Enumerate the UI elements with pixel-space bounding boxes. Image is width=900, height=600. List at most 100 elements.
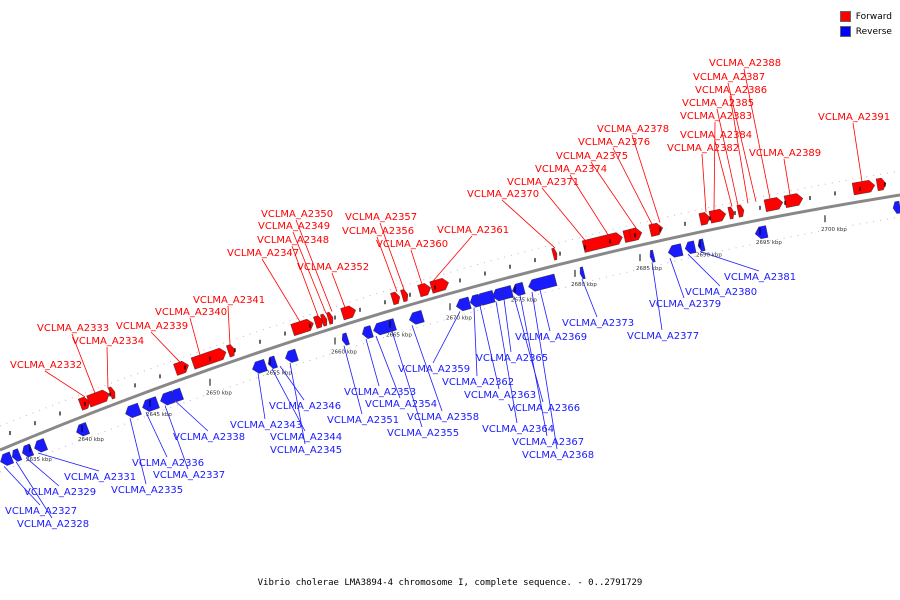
gene-features: [0, 177, 900, 466]
reverse-leader-line: [479, 305, 500, 390]
scale-tick-label: 2685 kbp: [636, 266, 662, 272]
reverse-gene-arrow: [667, 243, 684, 258]
forward-gene-arrow: [400, 289, 409, 303]
forward-gene-label: VCLMA_A2378: [597, 124, 669, 135]
reverse-gene-arrow: [456, 296, 472, 312]
reverse-gene-label: VCLMA_A2363: [464, 390, 536, 401]
scale-tick-label: 2640 kbp: [78, 437, 104, 443]
reverse-gene-arrow: [754, 225, 769, 240]
forward-gene-label: VCLMA_A2332: [10, 360, 82, 371]
reverse-gene-label: VCLMA_A2355: [387, 428, 459, 439]
forward-gene-label: VCLMA_A2347: [227, 248, 299, 259]
reverse-gene-arrow: [285, 348, 299, 363]
forward-leader-line: [295, 219, 333, 312]
forward-track-guide: [0, 170, 900, 427]
reverse-leader-line: [651, 262, 663, 331]
forward-gene-label: VCLMA_A2360: [376, 239, 448, 250]
reverse-gene-label: VCLMA_A2377: [627, 331, 699, 342]
forward-gene-label: VCLMA_A2383: [680, 111, 752, 122]
reverse-gene-arrow: [341, 332, 350, 346]
reverse-leader-line: [495, 301, 518, 424]
scale-tick-label: 2665 kbp: [386, 333, 412, 339]
reverse-gene-arrow: [76, 422, 90, 437]
forward-gene-arrow: [628, 227, 643, 242]
forward-gene-label: VCLMA_A2375: [556, 151, 628, 162]
reverse-gene-label: VCLMA_A2345: [270, 445, 342, 456]
forward-gene-label: VCLMA_A2339: [116, 321, 188, 332]
forward-leader-line: [612, 147, 653, 225]
forward-gene-arrow: [551, 247, 558, 261]
forward-leader-line: [701, 153, 707, 213]
reverse-gene-arrow: [170, 387, 184, 402]
forward-leader-line: [291, 245, 319, 317]
reverse-leader-line: [519, 294, 548, 437]
forward-gene-label: VCLMA_A2357: [345, 212, 417, 223]
reverse-leader-line: [164, 405, 189, 470]
reverse-leader-line: [581, 278, 598, 318]
reverse-gene-arrow: [528, 273, 558, 292]
forward-gene-arrow: [340, 305, 356, 321]
reverse-gene-label: VCLMA_A2336: [132, 458, 204, 469]
reverse-leader-line: [129, 418, 147, 485]
reverse-leader-line: [391, 330, 423, 428]
forward-gene-arrow: [290, 318, 314, 337]
legend: Forward Reverse: [839, 9, 892, 39]
reverse-gene-label: VCLMA_A2354: [365, 399, 437, 410]
forward-gene-label: VCLMA_A2391: [818, 112, 890, 123]
chromosome-backbone: [0, 193, 900, 452]
forward-leader-line: [743, 68, 771, 199]
reverse-leader-line: [669, 258, 685, 299]
forward-gene-arrow: [77, 396, 90, 411]
reverse-gene-arrow: [142, 396, 160, 412]
forward-gene-arrow: [190, 347, 227, 370]
reverse-gene-arrow: [476, 290, 496, 306]
forward-gene-arrow: [417, 283, 432, 298]
legend-item-reverse: Reverse: [839, 24, 892, 39]
reverse-leader-line: [539, 289, 551, 332]
forward-leader-line: [432, 235, 473, 282]
forward-leader-line: [852, 122, 863, 182]
forward-gene-label: VCLMA_A2356: [342, 226, 414, 237]
reverse-leader-line: [279, 365, 305, 401]
scale-tick-label: 2635 kbp: [26, 457, 52, 463]
reverse-gene-arrow: [579, 266, 586, 280]
forward-gene-label: VCLMA_A2371: [507, 177, 579, 188]
forward-gene-arrow: [390, 291, 401, 306]
reverse-leader-line: [257, 373, 266, 420]
reverse-gene-arrow: [388, 318, 397, 332]
reverse-leader-line: [473, 307, 478, 377]
reverse-gene-label: VCLMA_A2358: [407, 412, 479, 423]
reverse-gene-arrow: [267, 355, 278, 369]
map-caption: Vibrio cholerae LMA3894-4 chromosome I, …: [257, 578, 643, 588]
reverse-leader-line: [271, 368, 306, 432]
scale-tick-label: 2670 kbp: [446, 315, 472, 321]
forward-gene-label: VCLMA_A2333: [37, 323, 109, 334]
forward-gene-label: VCLMA_A2382: [667, 143, 739, 154]
reverse-gene-label: VCLMA_A2369: [515, 332, 587, 343]
forward-gene-arrow: [708, 208, 727, 224]
reverse-gene-label: VCLMA_A2365: [476, 353, 548, 364]
forward-leader-line: [714, 140, 733, 207]
reverse-gene-label: VCLMA_A2379: [649, 299, 721, 310]
reverse-gene-label: VCLMA_A2380: [685, 287, 757, 298]
scale-tick-label: 2660 kbp: [331, 350, 357, 356]
forward-gene-arrow: [107, 386, 116, 400]
scale-tick-label: 2650 kbp: [206, 391, 232, 397]
reverse-gene-arrow: [125, 402, 142, 418]
forward-leader-line: [783, 158, 791, 195]
forward-gene-label: VCLMA_A2352: [297, 262, 369, 273]
reverse-leader-line: [432, 311, 461, 364]
reverse-leader-line: [289, 362, 306, 445]
reverse-gene-label: VCLMA_A2343: [230, 420, 302, 431]
reverse-gene-label: VCLMA_A2329: [24, 487, 96, 498]
forward-gene-arrow: [875, 177, 887, 192]
reverse-gene-arrow: [252, 358, 268, 374]
reverse-leader-line: [513, 296, 544, 403]
reverse-gene-label: VCLMA_A2331: [64, 472, 136, 483]
reverse-gene-label: VCLMA_A2364: [482, 424, 554, 435]
forward-gene-label: VCLMA_A2341: [193, 295, 265, 306]
reverse-gene-label: VCLMA_A2373: [562, 318, 634, 329]
track-guides: [0, 170, 900, 473]
forward-leader-line: [727, 82, 757, 202]
